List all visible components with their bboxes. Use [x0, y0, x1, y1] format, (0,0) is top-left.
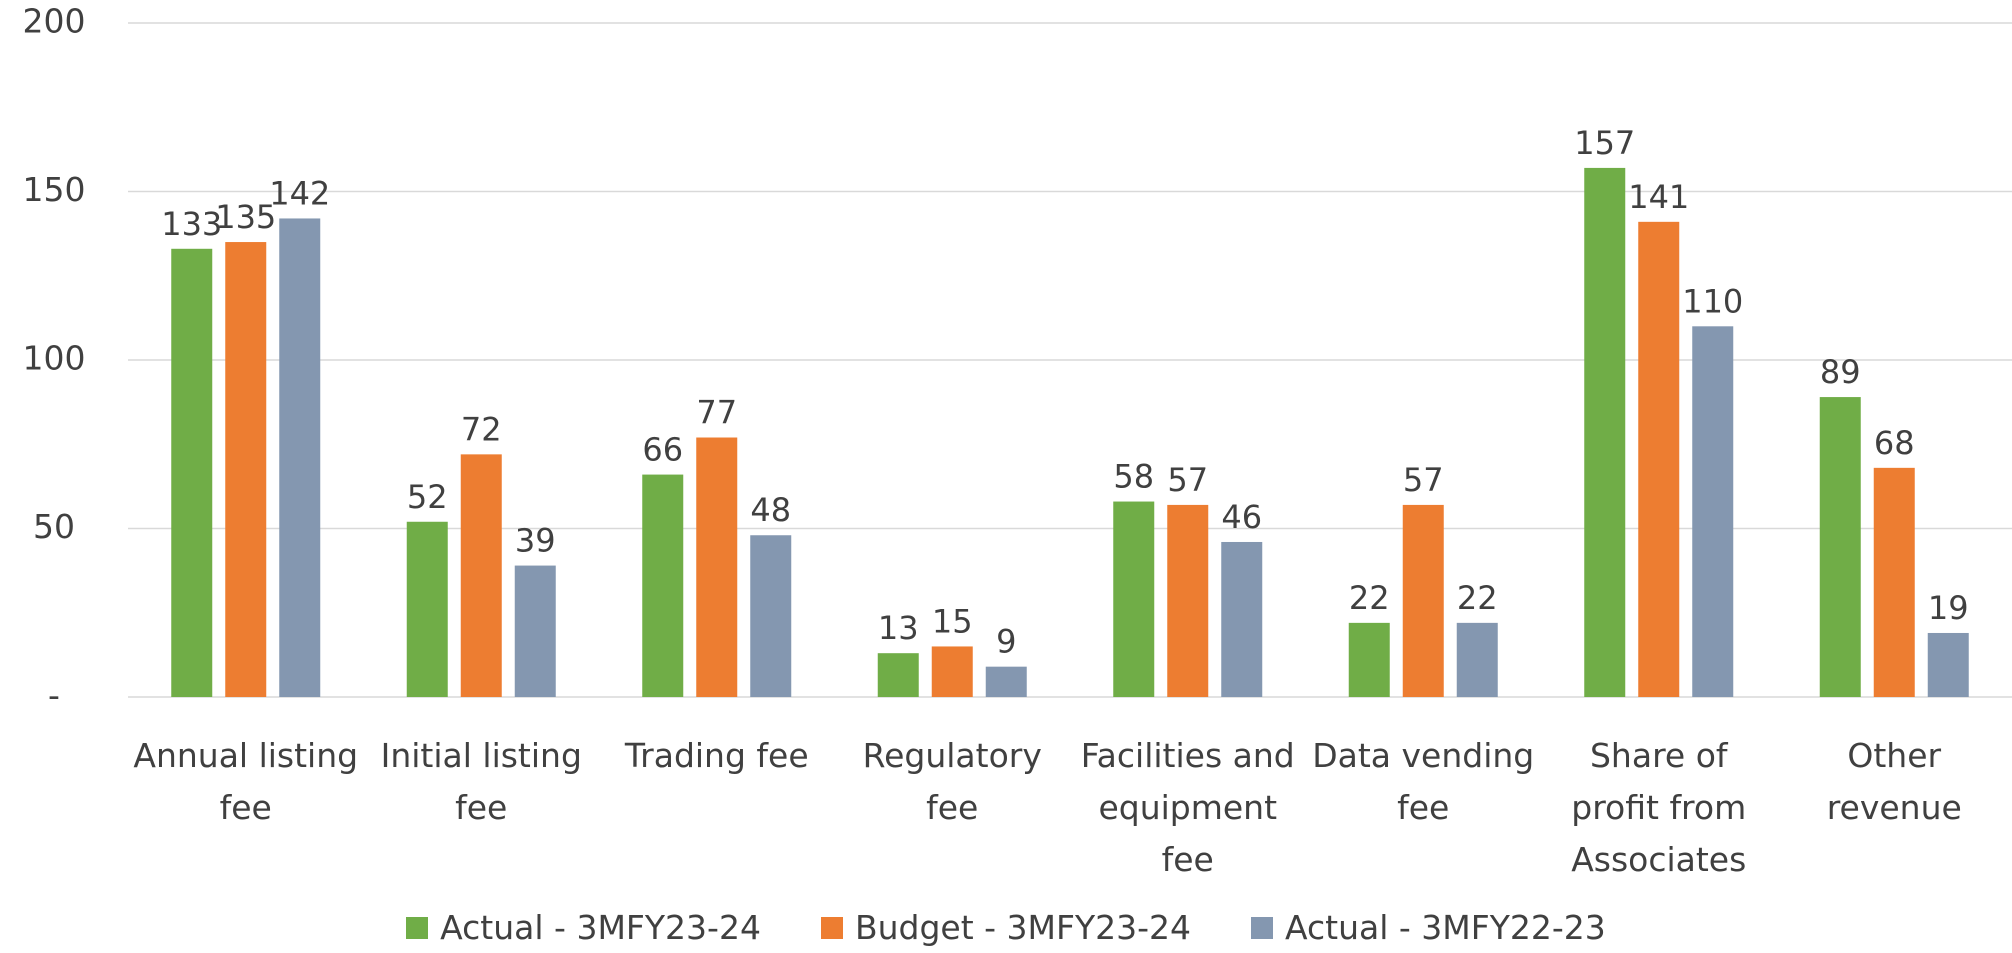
x-tick-label: Trading fee	[624, 736, 809, 775]
x-tick-label: Annual listing fee	[133, 736, 359, 827]
data-label: 48	[750, 491, 791, 529]
data-label: 22	[1349, 579, 1390, 617]
legend-item: Actual - 3MFY22-23	[1251, 908, 1606, 947]
data-label: 141	[1628, 178, 1689, 216]
legend: Actual - 3MFY23-24 Budget - 3MFY23-24 Actu…	[0, 908, 2012, 947]
bar	[1638, 221, 1680, 697]
data-label: 13	[878, 609, 919, 647]
bar	[225, 242, 267, 698]
data-label: 46	[1221, 498, 1262, 536]
bar	[931, 646, 973, 697]
data-label: 157	[1574, 124, 1635, 162]
data-label: 133	[161, 205, 222, 243]
bar	[1456, 622, 1498, 697]
bar	[1584, 167, 1626, 697]
x-tick-label: Facilities and equipment fee	[1080, 736, 1295, 879]
data-label: 110	[1682, 282, 1743, 320]
y-tick-label: 100	[23, 339, 86, 378]
bar	[1692, 326, 1734, 697]
data-label: 19	[1928, 589, 1969, 627]
bar	[1113, 501, 1155, 697]
data-label: 15	[932, 602, 973, 640]
data-label: 39	[515, 522, 556, 560]
bar	[696, 437, 738, 697]
y-tick-label: 150	[23, 170, 86, 209]
bar	[1873, 467, 1915, 697]
legend-swatch	[1251, 916, 1274, 939]
bar	[514, 565, 556, 697]
data-label: 72	[461, 410, 502, 448]
data-label: 77	[696, 394, 737, 432]
data-label: 22	[1457, 579, 1498, 617]
bar	[750, 535, 792, 697]
data-label: 9	[996, 623, 1016, 661]
legend-label: Actual - 3MFY23-24	[440, 908, 761, 947]
data-label: 142	[269, 174, 330, 212]
x-tick-label: Other revenue	[1826, 736, 1962, 827]
bar	[1348, 622, 1390, 697]
x-tick-label: Initial listing fee	[380, 736, 582, 827]
y-tick-label: -	[48, 676, 60, 715]
data-label: 135	[215, 198, 276, 236]
data-label: 68	[1874, 424, 1915, 462]
bar	[1927, 632, 1969, 697]
bar	[1167, 504, 1209, 697]
y-tick-label: 50	[33, 507, 75, 546]
bar	[460, 454, 502, 697]
data-label: 52	[407, 478, 448, 516]
bar	[171, 248, 213, 698]
bar	[1819, 397, 1861, 697]
y-tick-label: 200	[23, 2, 86, 41]
data-label: 57	[1167, 461, 1208, 499]
data-label: 66	[642, 431, 683, 469]
legend-swatch	[406, 916, 429, 939]
bar	[985, 666, 1027, 697]
bar	[1402, 504, 1444, 697]
bar	[279, 218, 321, 697]
legend-swatch	[820, 916, 843, 939]
x-tick-label: Share of profit from Associates	[1571, 736, 1747, 879]
x-tick-label: Data vending fee	[1312, 736, 1535, 827]
data-label: 57	[1403, 461, 1444, 499]
legend-label: Actual - 3MFY22-23	[1285, 908, 1606, 947]
legend-label: Budget - 3MFY23-24	[854, 908, 1192, 947]
bar	[1221, 541, 1263, 697]
legend-item: Actual - 3MFY23-24	[406, 908, 761, 947]
bar	[642, 474, 684, 697]
bar	[877, 653, 919, 697]
legend-item: Budget - 3MFY23-24	[820, 908, 1192, 947]
x-tick-label: Regulatory fee	[862, 736, 1042, 827]
bar	[406, 521, 448, 697]
data-label: 58	[1113, 458, 1154, 496]
data-label: 89	[1820, 353, 1861, 391]
